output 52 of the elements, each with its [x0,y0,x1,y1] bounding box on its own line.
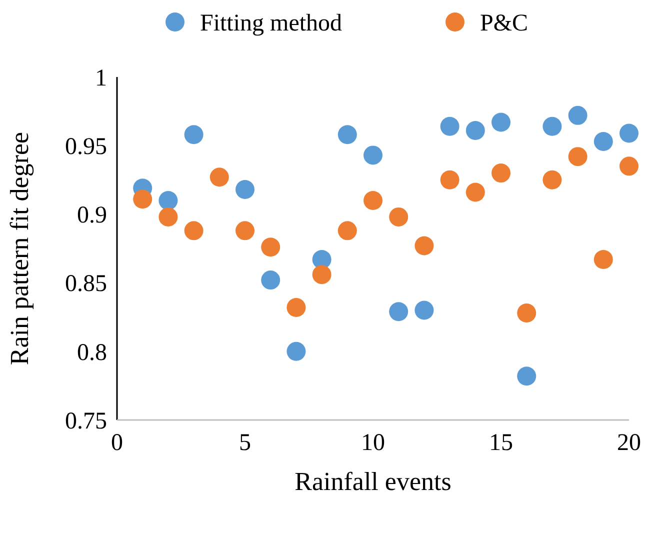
y-tick-label: 0.8 [77,340,107,366]
x-tick-label: 10 [361,430,385,456]
point [414,236,434,256]
point [338,221,357,240]
point [568,147,588,166]
y-axis-title: Rain pattern fit degree [5,132,34,366]
point [492,112,510,132]
point [286,342,306,361]
x-tick-label: 15 [489,430,513,456]
point [158,190,178,210]
point [594,250,613,269]
point [364,146,382,165]
point [184,221,204,240]
point [517,366,536,386]
point [364,190,382,210]
x-tick-label: 5 [239,430,251,456]
point [261,270,280,290]
x-axis-title: Rainfall events [294,467,452,496]
point [440,116,460,136]
y-tick-label: 0.95 [65,134,107,160]
point [517,303,536,322]
point [133,190,152,209]
point [184,125,204,144]
point [594,132,613,151]
point [492,164,510,183]
point [568,106,588,125]
point [542,116,562,136]
point [389,302,408,322]
point [440,170,460,190]
y-tick-label: 0.85 [65,271,107,298]
legend-label: P&C [480,10,528,36]
point [542,170,562,190]
point [286,298,306,317]
legend-label: Fitting method [200,10,342,36]
point [620,156,638,176]
point [210,168,229,187]
point [312,265,332,284]
point [466,121,485,140]
x-tick-label: 20 [617,430,641,456]
y-tick-label: 0.75 [65,408,107,434]
x-tick-label: 0 [111,430,123,456]
y-tick-label: 1 [95,65,107,92]
point [158,207,178,226]
point [466,182,485,202]
point [338,125,357,144]
point [236,221,254,240]
point [389,207,408,226]
point [261,238,280,257]
y-tick-label: 0.9 [77,202,107,229]
point [414,300,434,320]
point [236,180,254,200]
point [620,124,638,143]
